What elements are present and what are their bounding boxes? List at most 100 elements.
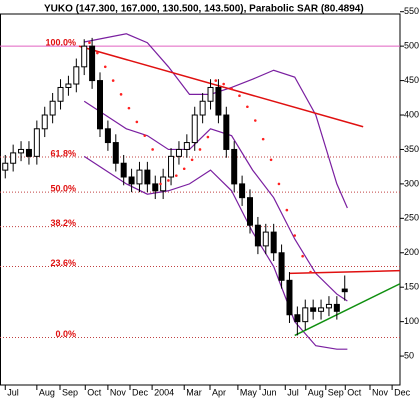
candle-body — [247, 197, 253, 226]
x-tick-label: Sep — [328, 387, 344, 397]
candle-body — [25, 148, 32, 157]
band-middle — [83, 100, 348, 302]
candle-body — [120, 162, 127, 178]
candle-body — [168, 155, 175, 178]
x-tick-label: Jun — [262, 387, 277, 397]
x-tick-label: Nov — [372, 387, 389, 397]
candle-body — [97, 80, 103, 130]
plot-frame — [0, 13, 401, 386]
candle-body — [49, 100, 56, 116]
trendline — [78, 45, 364, 128]
candle-body — [2, 162, 9, 171]
candle-body — [144, 169, 151, 185]
sar-dot — [88, 41, 91, 45]
chart-title: YUKO (147.300, 167.000, 130.500, 143.500… — [44, 4, 364, 15]
candle-body — [128, 176, 135, 185]
candle-body — [262, 231, 269, 247]
candle-body — [239, 183, 246, 199]
sar-dot — [309, 270, 312, 274]
y-tick-label: 100 — [404, 316, 419, 326]
sar-dot — [103, 65, 107, 69]
candle-body — [215, 86, 222, 116]
x-tick-label: Nov — [110, 387, 127, 397]
x-tick-label: 2004 — [154, 387, 174, 397]
y-tick-label: 250 — [404, 213, 419, 223]
candle-body — [207, 86, 214, 102]
x-tick-label: Sep — [62, 387, 78, 397]
candle-body — [41, 114, 48, 130]
sar-dot — [175, 174, 178, 177]
candle-body — [89, 45, 96, 82]
candle-body — [183, 142, 190, 150]
sar-dot — [261, 137, 265, 141]
y-tick-label: 400 — [404, 109, 419, 119]
y-tick-label: 450 — [404, 75, 419, 85]
sar-dot — [230, 87, 233, 91]
fib-label: 61.8% — [50, 148, 76, 158]
candle-body — [104, 128, 111, 144]
x-tick-label: Dec — [132, 387, 149, 397]
sar-dot — [238, 94, 241, 98]
sar-dot — [222, 82, 225, 86]
candle-body — [191, 114, 198, 144]
candle-body — [231, 148, 238, 185]
candle-body — [199, 100, 206, 116]
sar-dot — [206, 135, 210, 139]
candle-body — [278, 252, 285, 281]
y-tick-label: 50 — [404, 350, 414, 360]
x-tick-label: Mar — [186, 387, 202, 397]
sar-dot — [151, 148, 154, 151]
x-tick-label: Jul — [287, 387, 299, 397]
candle-body — [152, 183, 159, 192]
sar-dot — [214, 79, 218, 82]
sar-dot — [143, 134, 147, 137]
candle-body — [65, 83, 72, 88]
candle-body — [33, 128, 40, 157]
candle-body — [10, 152, 17, 164]
trendline — [289, 269, 401, 275]
candle-body — [18, 148, 25, 154]
candle-body — [318, 307, 325, 312]
fib-label: 0.0% — [55, 329, 76, 339]
candle-body — [294, 314, 301, 323]
trendline — [294, 283, 401, 337]
candle-body — [112, 142, 119, 164]
sar-dot — [159, 182, 162, 186]
candle-body — [302, 307, 309, 323]
candle-body — [325, 303, 332, 309]
candle-body — [341, 288, 348, 293]
sar-dot — [293, 234, 297, 237]
candle-body — [333, 303, 340, 312]
sar-dot — [190, 158, 194, 162]
sar-dot — [198, 148, 202, 151]
sar-dot — [269, 158, 273, 162]
x-tick-label: Apr — [212, 387, 226, 397]
candle-body — [136, 169, 143, 185]
x-tick-label: Jul — [7, 387, 19, 397]
sar-dot — [127, 106, 131, 110]
fib-label: 100.0% — [45, 38, 76, 48]
sar-dot — [135, 120, 139, 124]
sar-dot — [277, 182, 281, 186]
x-tick-label: Oct — [87, 387, 102, 397]
y-tick-label: 350 — [404, 144, 419, 154]
y-tick-label: 550 — [404, 6, 419, 16]
candle-body — [270, 231, 277, 254]
y-tick-label: 150 — [404, 282, 419, 292]
sar-dot — [96, 51, 99, 55]
sar-dot — [182, 167, 186, 171]
sar-dot — [253, 119, 257, 122]
y-tick-label: 200 — [404, 247, 419, 257]
sar-dot — [285, 208, 289, 212]
candle-body — [175, 148, 182, 157]
candle-body — [310, 307, 317, 312]
candle-body — [223, 114, 230, 150]
y-tick-label: 300 — [404, 178, 419, 188]
band-lower — [83, 155, 348, 350]
sar-dot — [119, 93, 123, 96]
sar-dot — [246, 105, 249, 109]
x-tick-label: Dec — [394, 387, 411, 397]
fib-label: 50.0% — [50, 184, 76, 194]
